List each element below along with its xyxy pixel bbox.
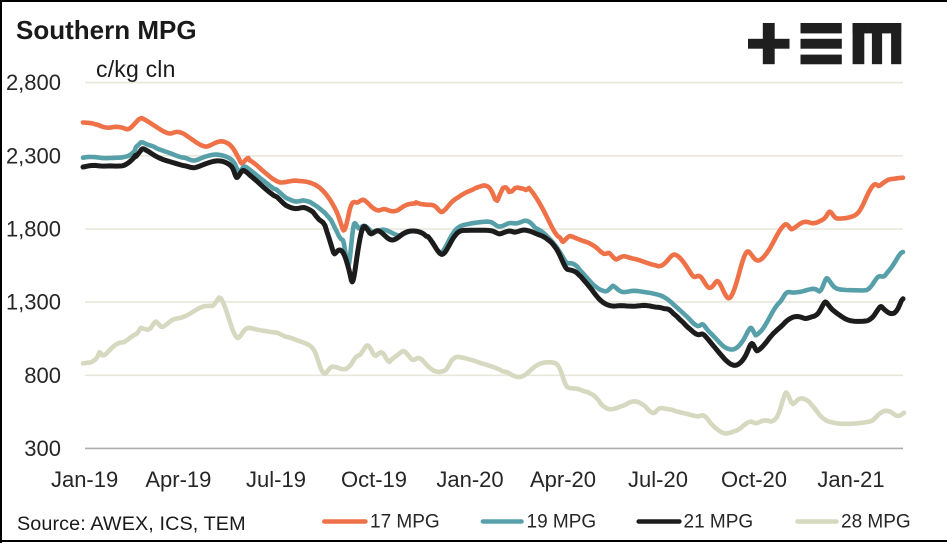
svg-text:1,800: 1,800 [6, 217, 61, 242]
svg-text:Jan-19: Jan-19 [51, 467, 118, 492]
svg-text:800: 800 [24, 363, 61, 388]
svg-text:21 MPG: 21 MPG [684, 511, 754, 532]
svg-text:Jul-20: Jul-20 [628, 467, 688, 492]
svg-text:2,800: 2,800 [6, 70, 61, 95]
svg-text:Jul-19: Jul-19 [246, 467, 306, 492]
svg-text:2,300: 2,300 [6, 143, 61, 168]
svg-text:Oct-20: Oct-20 [721, 467, 787, 492]
svg-text:Jan-20: Jan-20 [436, 467, 503, 492]
svg-text:Apr-20: Apr-20 [530, 467, 596, 492]
svg-text:Oct-19: Oct-19 [341, 467, 407, 492]
svg-text:28 MPG: 28 MPG [841, 511, 911, 532]
svg-text:17 MPG: 17 MPG [370, 511, 440, 532]
svg-text:300: 300 [24, 436, 61, 461]
svg-text:Jan-21: Jan-21 [817, 467, 884, 492]
svg-text:1,300: 1,300 [6, 289, 61, 314]
svg-text:Apr-19: Apr-19 [145, 467, 211, 492]
svg-text:19 MPG: 19 MPG [527, 511, 597, 532]
